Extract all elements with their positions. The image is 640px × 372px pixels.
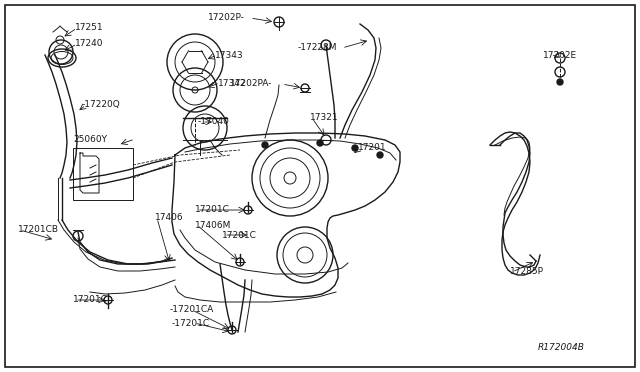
Text: 17321: 17321 <box>310 113 339 122</box>
Text: 17285P: 17285P <box>510 267 544 276</box>
Text: 17201C: 17201C <box>195 205 230 215</box>
Text: -17228M: -17228M <box>298 44 337 52</box>
Text: -17040: -17040 <box>198 118 230 126</box>
Text: 17201C: 17201C <box>222 231 257 240</box>
Text: 17201: 17201 <box>358 144 387 153</box>
Text: R172004B: R172004B <box>538 343 585 353</box>
Text: 17202E: 17202E <box>543 51 577 60</box>
Text: 17201CB: 17201CB <box>18 225 59 234</box>
Text: 17201C: 17201C <box>73 295 108 305</box>
Text: 17343: 17343 <box>215 51 244 60</box>
Circle shape <box>262 142 268 148</box>
Circle shape <box>317 140 323 146</box>
Text: -17220Q: -17220Q <box>82 100 121 109</box>
Circle shape <box>352 145 358 151</box>
Text: 17342: 17342 <box>218 78 246 87</box>
Text: 17251: 17251 <box>75 23 104 32</box>
Text: 17202PA-: 17202PA- <box>230 80 273 89</box>
Circle shape <box>377 152 383 158</box>
Bar <box>73 148 133 200</box>
Text: 17202P-: 17202P- <box>208 13 245 22</box>
Text: -17201C: -17201C <box>172 318 210 327</box>
Text: 17240: 17240 <box>75 39 104 48</box>
Text: -17201CA: -17201CA <box>170 305 214 314</box>
Text: 17406M: 17406M <box>195 221 232 230</box>
Text: 25060Y: 25060Y <box>73 135 107 144</box>
Circle shape <box>557 79 563 85</box>
Text: 17406: 17406 <box>155 214 184 222</box>
